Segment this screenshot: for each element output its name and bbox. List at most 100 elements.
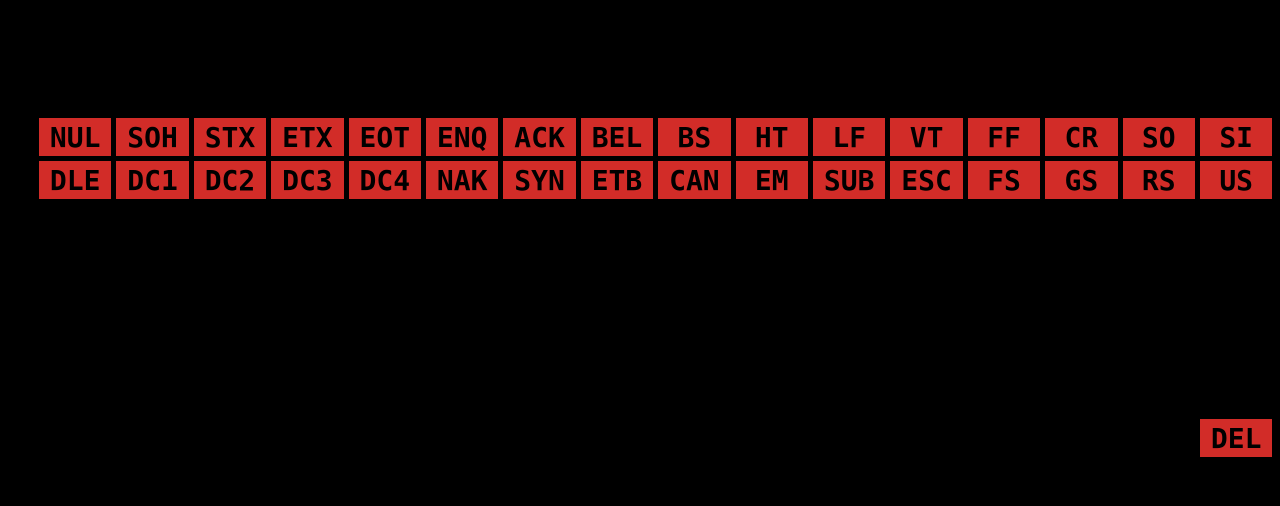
ascii-cell: FS xyxy=(967,160,1041,200)
ascii-cell: P xyxy=(38,332,112,372)
ascii-cell: t xyxy=(348,418,422,458)
ascii-cell: v xyxy=(502,418,576,458)
ascii-cell: b xyxy=(193,375,267,415)
ascii-cell: 0 xyxy=(38,246,112,286)
ascii-cell: K xyxy=(889,289,963,329)
ascii-cell: EM xyxy=(735,160,809,200)
ascii-cell: NUL xyxy=(38,117,112,157)
ascii-cell: C xyxy=(270,289,344,329)
ascii-cell: z xyxy=(812,418,886,458)
ascii-cell: NAK xyxy=(425,160,499,200)
ascii-cell: W xyxy=(580,332,654,372)
ascii-cell: $ xyxy=(348,203,422,243)
ascii-cell: SO xyxy=(1122,117,1196,157)
ascii-cell: D xyxy=(348,289,422,329)
ascii-cell: : xyxy=(812,246,886,286)
ascii-cell: h xyxy=(657,375,731,415)
ascii-cell: - xyxy=(1044,203,1118,243)
ascii-cell: FF xyxy=(967,117,1041,157)
ascii-cell: i xyxy=(735,375,809,415)
ascii-cell: ( xyxy=(657,203,731,243)
ascii-cell: 5 xyxy=(425,246,499,286)
ascii-cell: / xyxy=(1199,203,1273,243)
ascii-cell: DC3 xyxy=(270,160,344,200)
ascii-cell: ^ xyxy=(1122,332,1196,372)
ascii-cell: R xyxy=(193,332,267,372)
ascii-cell: q xyxy=(115,418,189,458)
ascii-cell: CR xyxy=(1044,117,1118,157)
ascii-cell: T xyxy=(348,332,422,372)
ascii-cell: s xyxy=(270,418,344,458)
ascii-cell: [ xyxy=(889,332,963,372)
ascii-cell: LF xyxy=(812,117,886,157)
ascii-cell: l xyxy=(967,375,1041,415)
ascii-cell: DLE xyxy=(38,160,112,200)
ascii-cell: N xyxy=(1122,289,1196,329)
ascii-cell: I xyxy=(735,289,809,329)
ascii-cell: 6 xyxy=(502,246,576,286)
ascii-cell: \ xyxy=(967,332,1041,372)
ascii-cell: y xyxy=(735,418,809,458)
ascii-table: NULSOHSTXETXEOTENQACKBELBSHTLFVTFFCRSOSI… xyxy=(0,0,1280,506)
ascii-cell: { xyxy=(889,418,963,458)
ascii-cell: a xyxy=(115,375,189,415)
ascii-cell: > xyxy=(1122,246,1196,286)
ascii-cell: GS xyxy=(1044,160,1118,200)
ascii-cell: DEL xyxy=(1199,418,1273,458)
ascii-cell: X xyxy=(657,332,731,372)
ascii-cell: 3 xyxy=(270,246,344,286)
ascii-cell: ] xyxy=(1044,332,1118,372)
ascii-cell: US xyxy=(1199,160,1273,200)
ascii-cell: + xyxy=(889,203,963,243)
ascii-cell: Q xyxy=(115,332,189,372)
ascii-cell: ENQ xyxy=(425,117,499,157)
ascii-cell: HT xyxy=(735,117,809,157)
ascii-cell xyxy=(38,203,112,243)
ascii-cell: f xyxy=(502,375,576,415)
ascii-cell: c xyxy=(270,375,344,415)
ascii-cell: p xyxy=(38,418,112,458)
ascii-cell: # xyxy=(270,203,344,243)
ascii-cell: r xyxy=(193,418,267,458)
ascii-cell: ; xyxy=(889,246,963,286)
ascii-cell: B xyxy=(193,289,267,329)
ascii-cell: _ xyxy=(1199,332,1273,372)
ascii-cell: * xyxy=(812,203,886,243)
ascii-cell: BS xyxy=(657,117,731,157)
ascii-cell: = xyxy=(1044,246,1118,286)
ascii-cell: Y xyxy=(735,332,809,372)
ascii-cell: SI xyxy=(1199,117,1273,157)
ascii-cell: DC2 xyxy=(193,160,267,200)
ascii-cell: U xyxy=(425,332,499,372)
ascii-cell: " xyxy=(193,203,267,243)
ascii-cell: & xyxy=(502,203,576,243)
ascii-cell: DC4 xyxy=(348,160,422,200)
ascii-cell: g xyxy=(580,375,654,415)
ascii-cell: 4 xyxy=(348,246,422,286)
ascii-cell: . xyxy=(1122,203,1196,243)
ascii-cell: SYN xyxy=(502,160,576,200)
ascii-cell: ? xyxy=(1199,246,1273,286)
ascii-cell: L xyxy=(967,289,1041,329)
ascii-cell: DC1 xyxy=(115,160,189,200)
ascii-cell: ETX xyxy=(270,117,344,157)
ascii-cell: m xyxy=(1044,375,1118,415)
ascii-cell: ACK xyxy=(502,117,576,157)
ascii-cell: J xyxy=(812,289,886,329)
ascii-cell: d xyxy=(348,375,422,415)
ascii-cell: @ xyxy=(38,289,112,329)
ascii-cell: M xyxy=(1044,289,1118,329)
ascii-cell: VT xyxy=(889,117,963,157)
ascii-cell: G xyxy=(580,289,654,329)
ascii-cell: A xyxy=(115,289,189,329)
ascii-cell: ~ xyxy=(1122,418,1196,458)
ascii-cell: , xyxy=(967,203,1041,243)
ascii-cell: ETB xyxy=(580,160,654,200)
ascii-cell: ` xyxy=(38,375,112,415)
ascii-cell: w xyxy=(580,418,654,458)
ascii-cell: EOT xyxy=(348,117,422,157)
ascii-cell: 2 xyxy=(193,246,267,286)
ascii-cell: 7 xyxy=(580,246,654,286)
ascii-cell: RS xyxy=(1122,160,1196,200)
ascii-cell: n xyxy=(1122,375,1196,415)
